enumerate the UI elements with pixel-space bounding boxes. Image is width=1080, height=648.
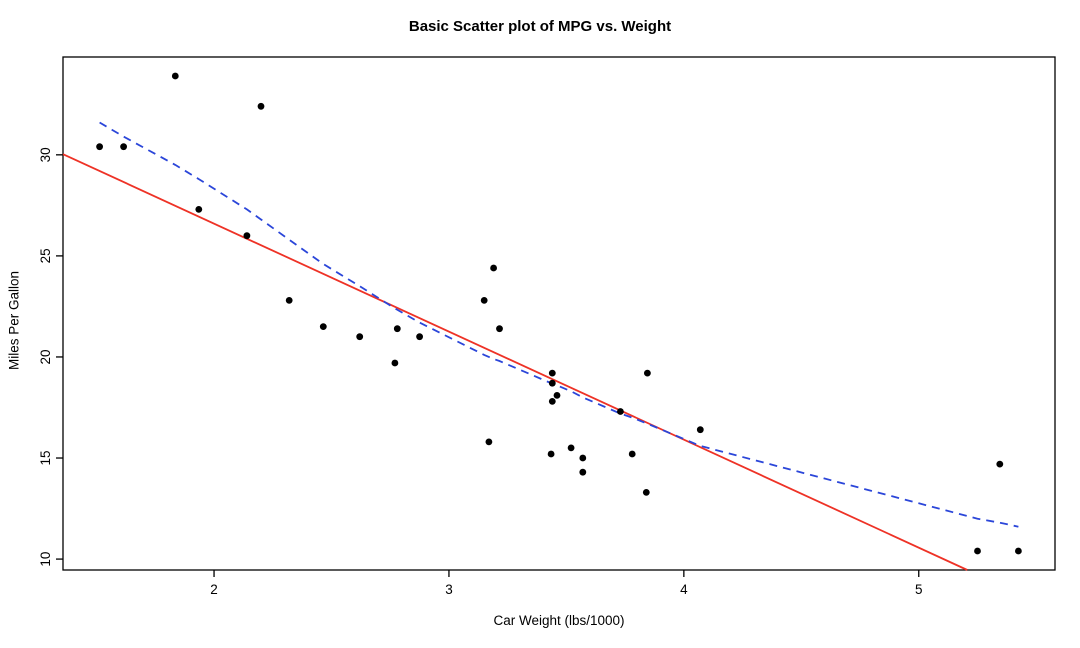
data-point bbox=[416, 333, 423, 341]
data-point bbox=[642, 489, 650, 496]
data-point bbox=[628, 450, 636, 458]
data-point bbox=[579, 454, 587, 462]
x-axis-label: Car Weight (lbs/1000) bbox=[493, 613, 625, 628]
data-point bbox=[319, 323, 327, 330]
data-point bbox=[579, 468, 587, 476]
y-tick-label: 10 bbox=[38, 552, 53, 567]
data-point bbox=[356, 333, 364, 341]
plot-border bbox=[62, 56, 1056, 571]
x-tick-label: 3 bbox=[445, 582, 453, 597]
data-point bbox=[548, 369, 556, 377]
data-point bbox=[644, 369, 651, 377]
data-point bbox=[391, 359, 399, 367]
y-tick-label: 25 bbox=[38, 248, 53, 263]
data-point bbox=[496, 325, 503, 333]
data-point bbox=[485, 438, 493, 446]
y-tick-label: 15 bbox=[38, 451, 53, 466]
x-tick-label: 5 bbox=[915, 582, 923, 597]
data-point bbox=[285, 297, 293, 304]
data-point bbox=[96, 143, 103, 151]
regression-line bbox=[62, 153, 968, 571]
data-point bbox=[553, 392, 561, 399]
data-point bbox=[257, 102, 265, 110]
data-point bbox=[490, 264, 497, 272]
chart-title: Basic Scatter plot of MPG vs. Weight bbox=[408, 18, 672, 35]
data-point bbox=[548, 379, 556, 387]
data-point bbox=[548, 398, 556, 405]
y-tick-label: 30 bbox=[38, 147, 53, 162]
x-tick-label: 4 bbox=[680, 582, 688, 597]
y-tick-label: 20 bbox=[38, 349, 53, 364]
data-point bbox=[243, 232, 251, 240]
data-point bbox=[547, 450, 555, 458]
y-axis-label: Miles Per Gallon bbox=[6, 270, 22, 371]
x-tick-label: 2 bbox=[210, 582, 218, 597]
data-point bbox=[195, 206, 203, 213]
data-point bbox=[480, 297, 488, 304]
data-point bbox=[1015, 547, 1022, 555]
data-point bbox=[696, 426, 704, 434]
data-point bbox=[996, 460, 1004, 468]
data-point bbox=[617, 408, 624, 415]
lowess-line bbox=[99, 121, 1019, 528]
data-point bbox=[567, 444, 575, 452]
data-point bbox=[171, 72, 179, 80]
data-point bbox=[120, 143, 127, 151]
data-point bbox=[393, 325, 401, 333]
data-point bbox=[974, 547, 981, 555]
